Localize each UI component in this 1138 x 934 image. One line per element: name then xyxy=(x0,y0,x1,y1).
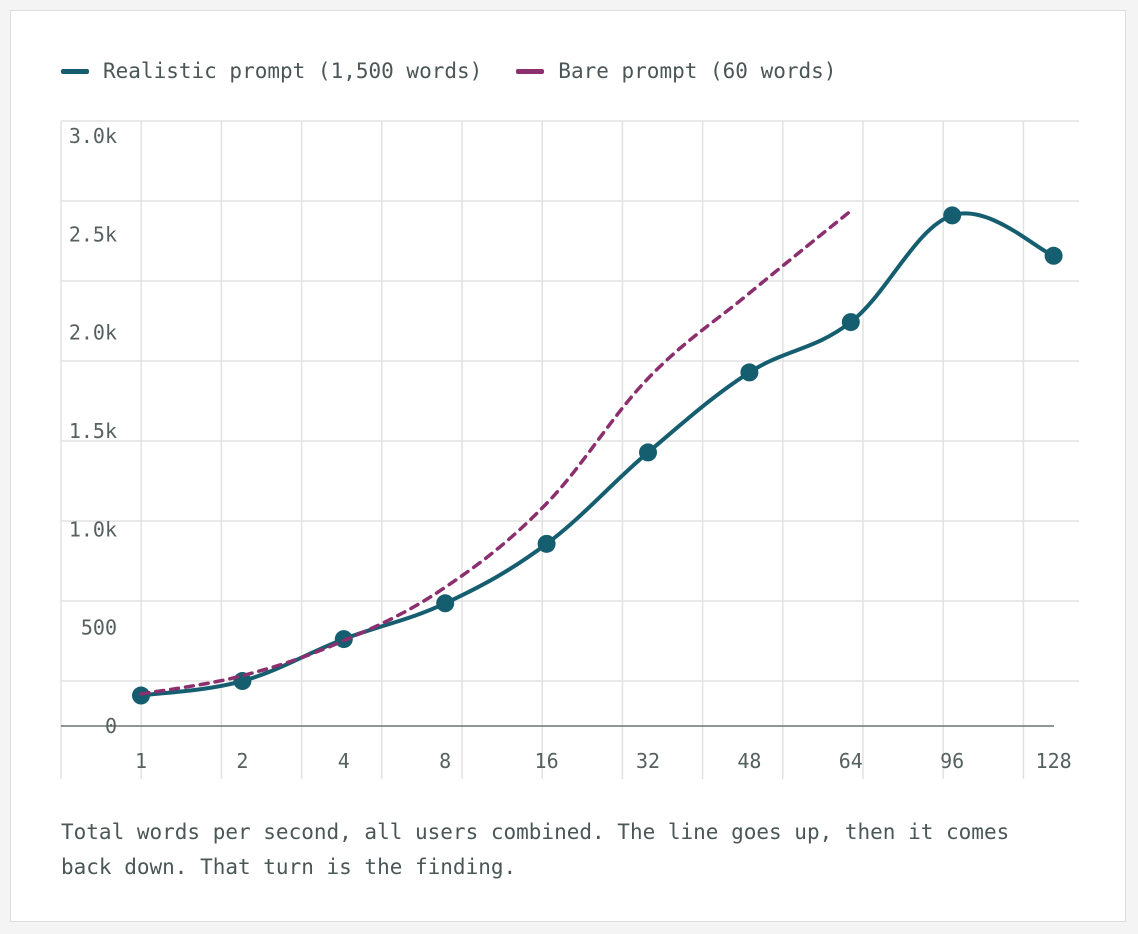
y-tick-label: 2.5k xyxy=(69,222,117,246)
legend-label-realistic: Realistic prompt (1,500 words) xyxy=(103,59,483,83)
y-tick-label: 500 xyxy=(81,616,117,640)
x-tick-label: 16 xyxy=(535,749,559,773)
x-tick-label: 2 xyxy=(236,749,248,773)
legend-item-bare: Bare prompt (60 words) xyxy=(516,59,836,83)
x-tick-label: 32 xyxy=(636,749,660,773)
y-tick-label: 1.5k xyxy=(69,419,117,443)
series-layer xyxy=(132,206,1063,705)
x-tick-label: 8 xyxy=(439,749,451,773)
data-point-realistic xyxy=(1044,246,1063,265)
y-tick-label: 1.0k xyxy=(69,517,117,541)
data-point-realistic xyxy=(943,206,962,225)
grid-layer xyxy=(60,120,1079,779)
x-tick-label: 64 xyxy=(839,749,863,773)
legend-swatch-bare xyxy=(516,68,545,74)
series-line-bare xyxy=(139,209,853,696)
legend-item-realistic: Realistic prompt (1,500 words) xyxy=(61,59,482,83)
data-point-realistic xyxy=(436,594,455,613)
chart-caption: Total words per second, all users combin… xyxy=(61,820,1010,879)
data-point-realistic xyxy=(537,534,556,553)
x-tick-label: 1 xyxy=(135,749,147,773)
legend-label-bare: Bare prompt (60 words) xyxy=(558,59,837,83)
x-tick-label: 48 xyxy=(737,749,761,773)
y-tick-label: 3.0k xyxy=(69,124,117,148)
legend-swatch-realistic xyxy=(61,68,89,74)
data-point-realistic xyxy=(740,363,759,382)
y-tick-label: 0 xyxy=(105,714,117,738)
chart-card: Realistic prompt (1,500 words) Bare prom… xyxy=(10,10,1126,922)
x-tick-label: 96 xyxy=(940,749,964,773)
x-tick-label: 128 xyxy=(1036,749,1072,773)
y-tick-label: 2.0k xyxy=(69,321,117,345)
x-tick-label: 4 xyxy=(338,749,350,773)
data-point-realistic xyxy=(639,443,657,462)
legend: Realistic prompt (1,500 words) Bare prom… xyxy=(61,59,836,83)
data-point-realistic xyxy=(841,313,860,332)
series-line-realistic xyxy=(139,211,1056,698)
